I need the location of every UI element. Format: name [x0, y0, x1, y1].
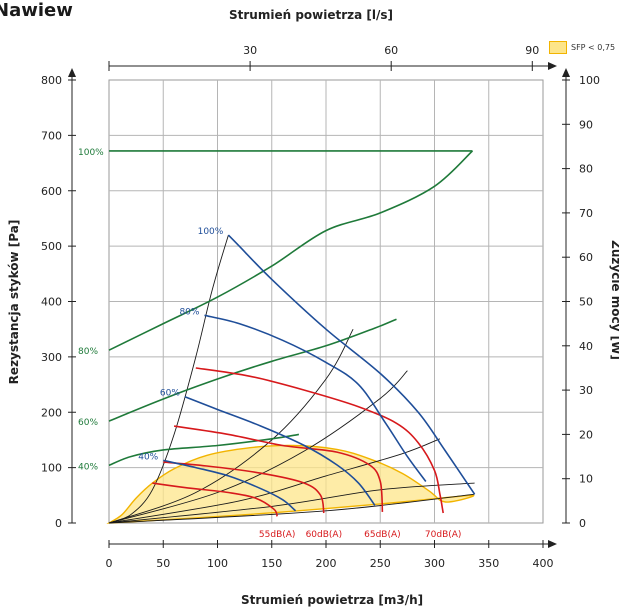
power-curve — [108, 318, 397, 422]
power-curve-label: 100% — [78, 148, 104, 158]
system-curve — [108, 234, 229, 524]
x-tick-label: 350 — [478, 557, 499, 570]
sfp-legend-swatch — [549, 41, 567, 54]
noise-curve-label: 70dB(A) — [425, 530, 462, 540]
y-tick-label: 0 — [55, 517, 62, 530]
system-curve — [108, 370, 408, 524]
x-tick-label: 250 — [370, 557, 391, 570]
power-curve-label: 40% — [78, 462, 98, 472]
power-curve-label: 60% — [78, 418, 98, 428]
y-axis-arrow — [68, 68, 76, 77]
system-curve — [108, 328, 354, 524]
y2-axis-label: Zużycie mocy [W] — [609, 240, 619, 360]
y2-axis-arrow — [562, 68, 570, 77]
y2-tick-label: 40 — [579, 340, 593, 353]
noise-curve — [163, 461, 325, 514]
x-tick-label: 0 — [106, 557, 113, 570]
y-tick-label: 200 — [41, 406, 62, 419]
y-tick-label: 400 — [41, 296, 62, 309]
y2-tick-label: 50 — [579, 296, 593, 309]
y2-tick-label: 60 — [579, 251, 593, 264]
system-curve — [108, 493, 475, 524]
system-curve — [108, 482, 475, 524]
y-tick-label: 700 — [41, 129, 62, 142]
fan-curve-label: 80% — [179, 307, 199, 317]
noise-curve-label: 65dB(A) — [364, 530, 401, 540]
y-tick-label: 500 — [41, 240, 62, 253]
system-curve — [108, 438, 441, 524]
x-tick-label: 400 — [533, 557, 554, 570]
y-axis-label: Rezystancja styków [Pa] — [7, 220, 21, 385]
noise-curve — [173, 425, 384, 512]
fan-curve-label: 100% — [198, 227, 224, 237]
y2-tick-label: 100 — [579, 74, 600, 87]
noise-curve — [152, 482, 278, 517]
x-axis-arrow — [548, 540, 557, 548]
bottom-axis-label: Strumień powietrza [m3/h] — [241, 593, 424, 607]
sfp-legend: SFP < 0,75 — [549, 41, 615, 54]
fan-curve-label: 60% — [160, 389, 180, 399]
fan-curve — [227, 234, 476, 495]
x-tick-label: 300 — [424, 557, 445, 570]
y-tick-label: 800 — [41, 74, 62, 87]
top-tick-label: 60 — [384, 44, 398, 57]
fan-curve — [204, 314, 427, 482]
top-axis-arrow — [548, 62, 557, 70]
fan-curve-label: 40% — [138, 452, 158, 462]
noise-curve — [195, 367, 444, 514]
y2-tick-label: 20 — [579, 428, 593, 441]
y2-tick-label: 90 — [579, 118, 593, 131]
power-curve-label: 80% — [78, 347, 98, 357]
y2-tick-label: 10 — [579, 473, 593, 486]
x-tick-label: 200 — [316, 557, 337, 570]
sfp-legend-label: SFP < 0,75 — [571, 43, 616, 52]
y2-tick-label: 80 — [579, 163, 593, 176]
fan-curve — [163, 459, 297, 512]
top-tick-label: 30 — [243, 44, 257, 57]
x-tick-label: 150 — [261, 557, 282, 570]
y-tick-label: 100 — [41, 462, 62, 475]
chart-title: Nawiew — [0, 0, 73, 21]
top-tick-label: 90 — [525, 44, 539, 57]
y2-tick-label: 70 — [579, 207, 593, 220]
noise-curve-label: 60dB(A) — [306, 530, 343, 540]
fan-curve — [184, 395, 376, 506]
noise-curve-label: 55dB(A) — [259, 530, 296, 540]
top-axis-label: Strumień powietrza [l/s] — [229, 8, 394, 22]
power-curve — [108, 433, 300, 467]
y2-tick-label: 0 — [579, 517, 586, 530]
y-tick-label: 300 — [41, 351, 62, 364]
y-tick-label: 600 — [41, 185, 62, 198]
power-curve — [108, 150, 474, 351]
y2-tick-label: 30 — [579, 384, 593, 397]
x-tick-label: 100 — [207, 557, 228, 570]
x-tick-label: 50 — [156, 557, 170, 570]
